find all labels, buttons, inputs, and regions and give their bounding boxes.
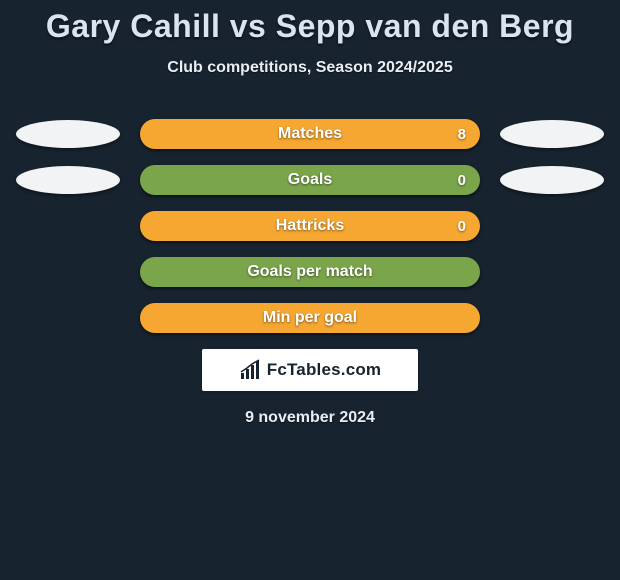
stat-label: Min per goal xyxy=(263,309,357,327)
stat-value: 0 xyxy=(458,172,466,189)
subtitle: Club competitions, Season 2024/2025 xyxy=(0,59,620,77)
page-title: Gary Cahill vs Sepp van den Berg xyxy=(0,0,620,45)
stat-label: Hattricks xyxy=(276,217,344,235)
logo-text: FcTables.com xyxy=(267,360,382,380)
stat-bar: Goals per match xyxy=(140,257,480,287)
stat-row-goals-per-match: Goals per match xyxy=(0,257,620,287)
stat-value: 8 xyxy=(458,126,466,143)
logo-box: FcTables.com xyxy=(202,349,418,391)
date-text: 9 november 2024 xyxy=(0,409,620,427)
stat-label: Goals xyxy=(288,171,332,189)
left-oval xyxy=(16,166,120,194)
stat-row-goals: Goals 0 xyxy=(0,165,620,195)
stat-bar: Matches 8 xyxy=(140,119,480,149)
stats-container: Matches 8 Goals 0 Hattricks 0 Goals per … xyxy=(0,119,620,333)
stat-row-matches: Matches 8 xyxy=(0,119,620,149)
stat-label: Goals per match xyxy=(247,263,372,281)
stat-value: 0 xyxy=(458,218,466,235)
chart-icon xyxy=(239,359,261,381)
stat-bar: Hattricks 0 xyxy=(140,211,480,241)
left-oval xyxy=(16,120,120,148)
right-oval xyxy=(500,166,604,194)
stat-bar: Goals 0 xyxy=(140,165,480,195)
right-oval xyxy=(500,120,604,148)
stat-row-hattricks: Hattricks 0 xyxy=(0,211,620,241)
stat-bar: Min per goal xyxy=(140,303,480,333)
stat-label: Matches xyxy=(278,125,342,143)
stat-row-min-per-goal: Min per goal xyxy=(0,303,620,333)
